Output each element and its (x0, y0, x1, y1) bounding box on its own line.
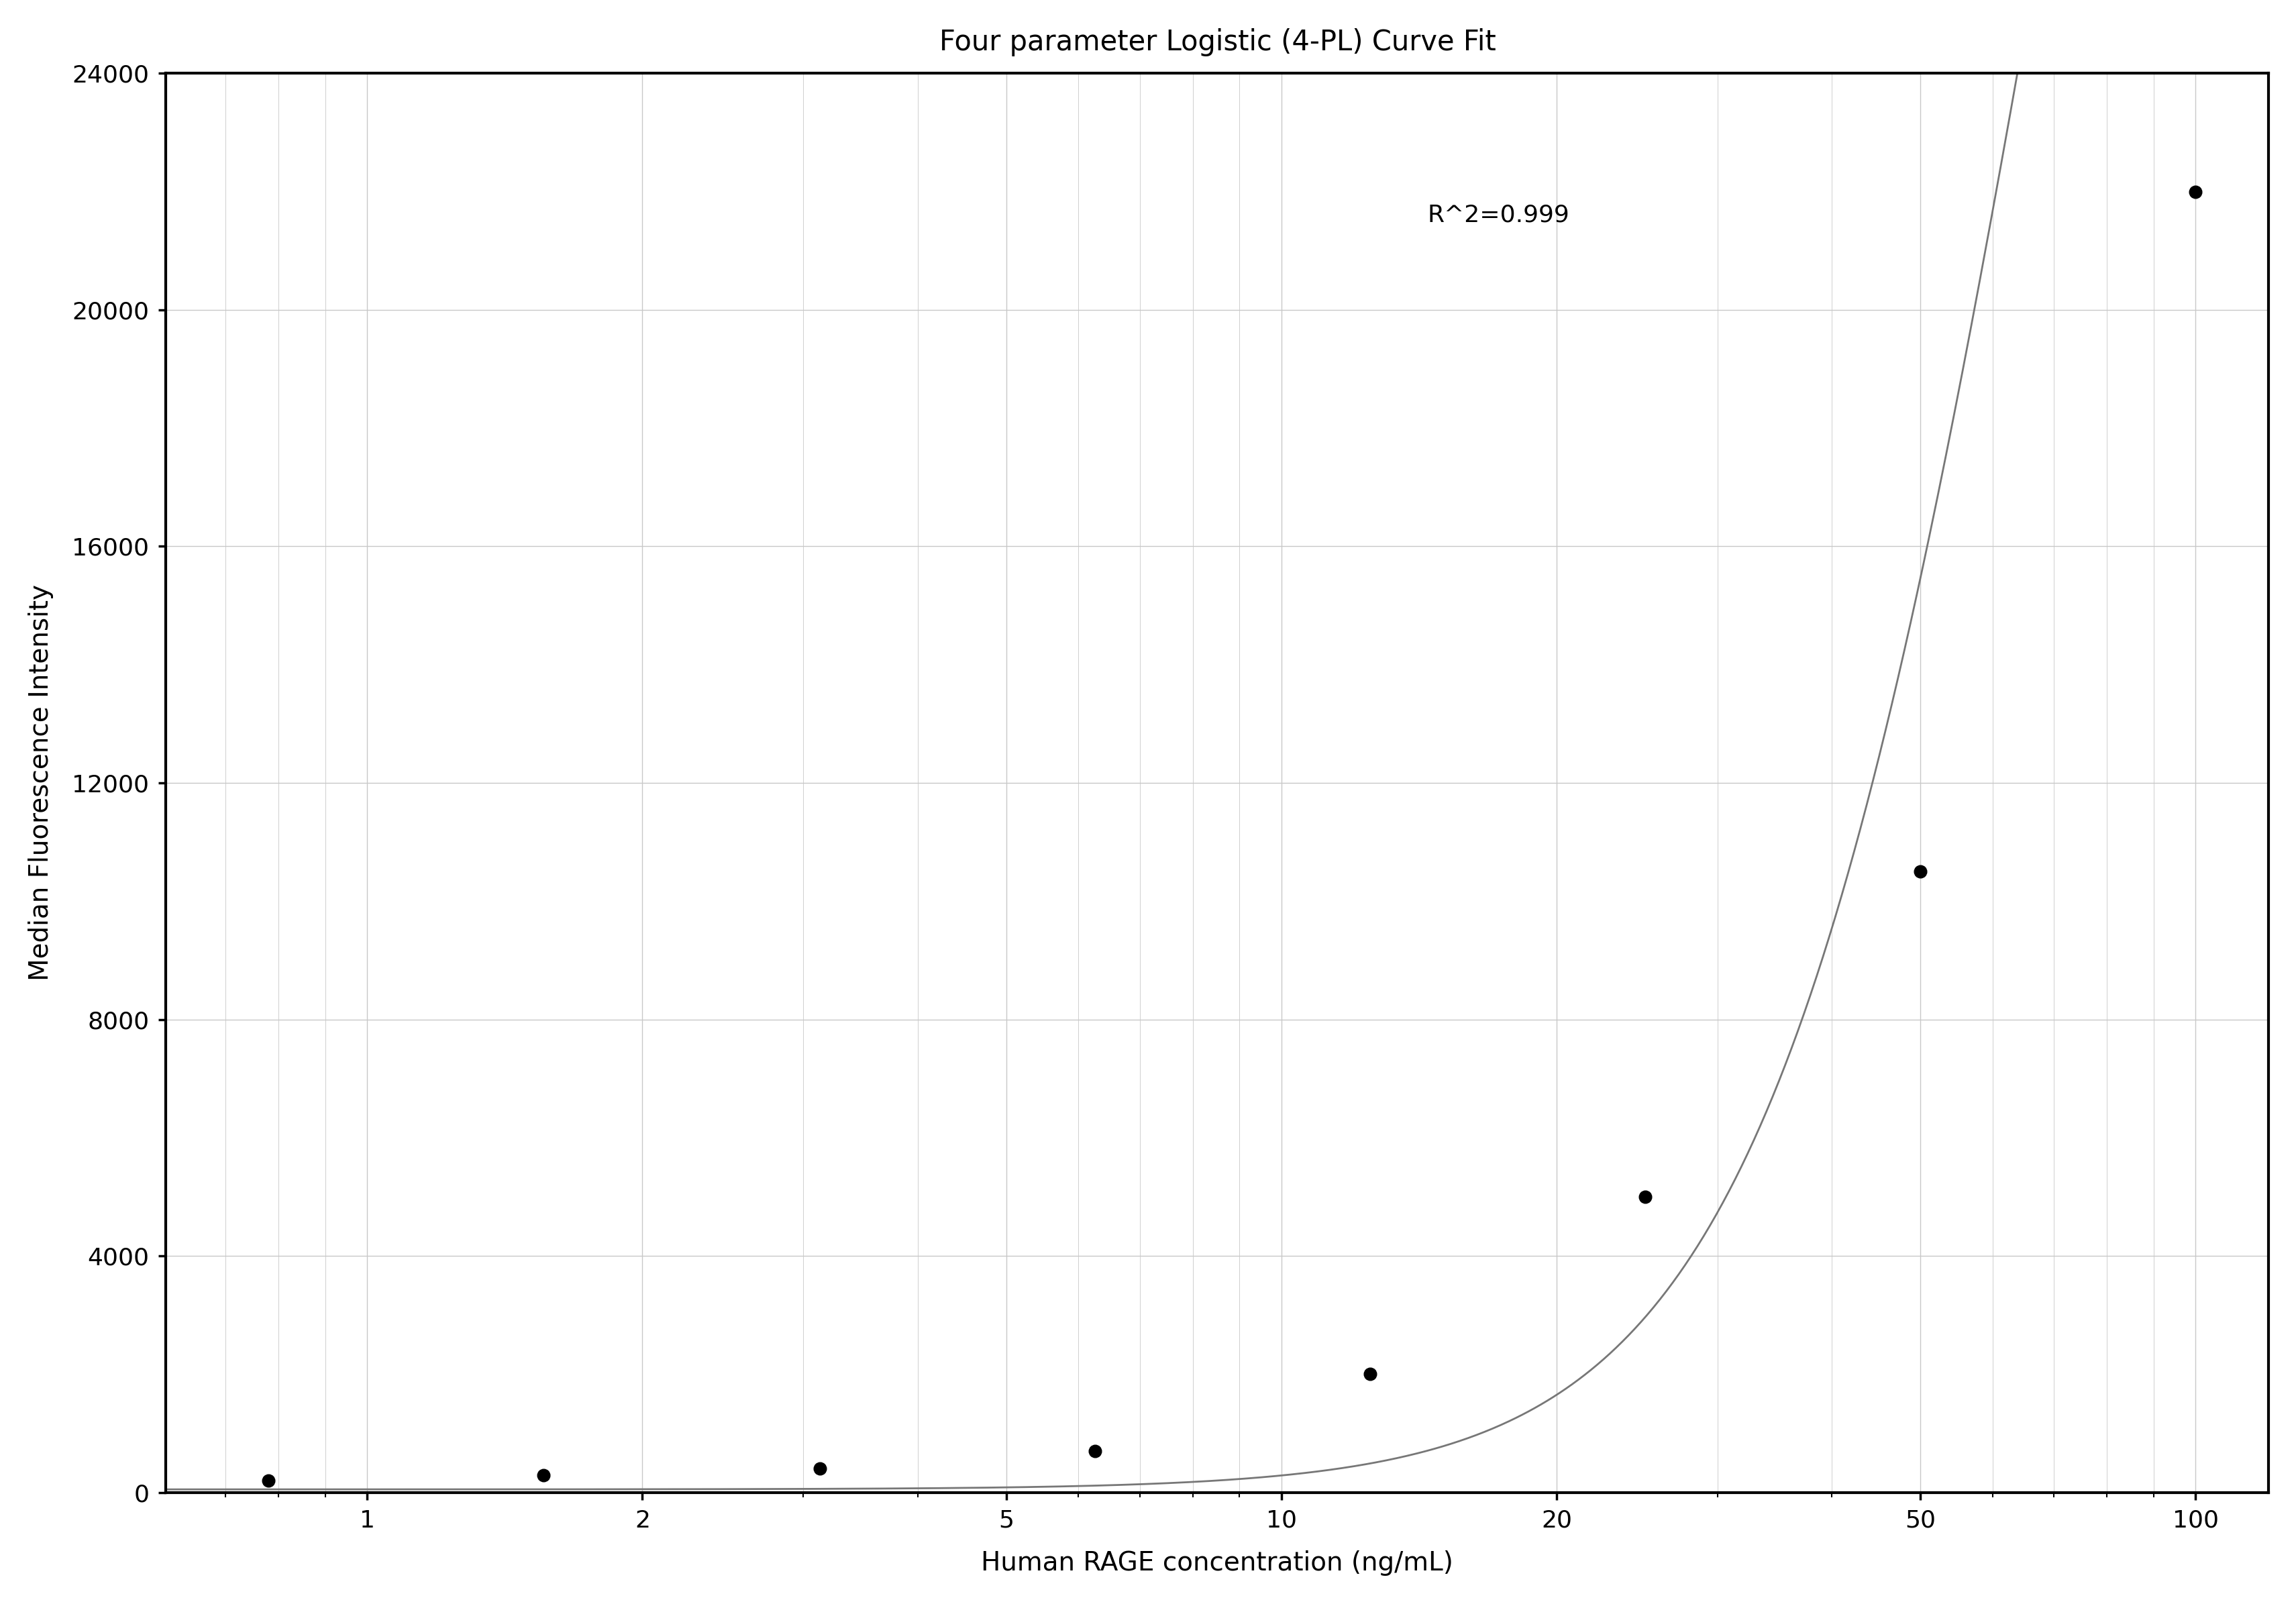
Point (1077, 1439, 1114, 1464)
Y-axis label: Median Fluorescence Intensity: Median Fluorescence Intensity (28, 584, 53, 982)
Point (2177, 178, 2213, 204)
Point (526, 1463, 563, 1489)
Title: Four parameter Logistic (4-PL) Curve Fit: Four parameter Logistic (4-PL) Curve Fit (939, 27, 1495, 56)
Point (1626, 1184, 1662, 1209)
Point (1901, 858, 1938, 884)
X-axis label: Human RAGE concentration (ng/mL): Human RAGE concentration (ng/mL) (980, 1551, 1453, 1577)
Text: R^2=0.999: R^2=0.999 (1428, 204, 1568, 226)
Point (250, 1468, 287, 1493)
Point (801, 1456, 838, 1482)
Point (1350, 1362, 1387, 1387)
